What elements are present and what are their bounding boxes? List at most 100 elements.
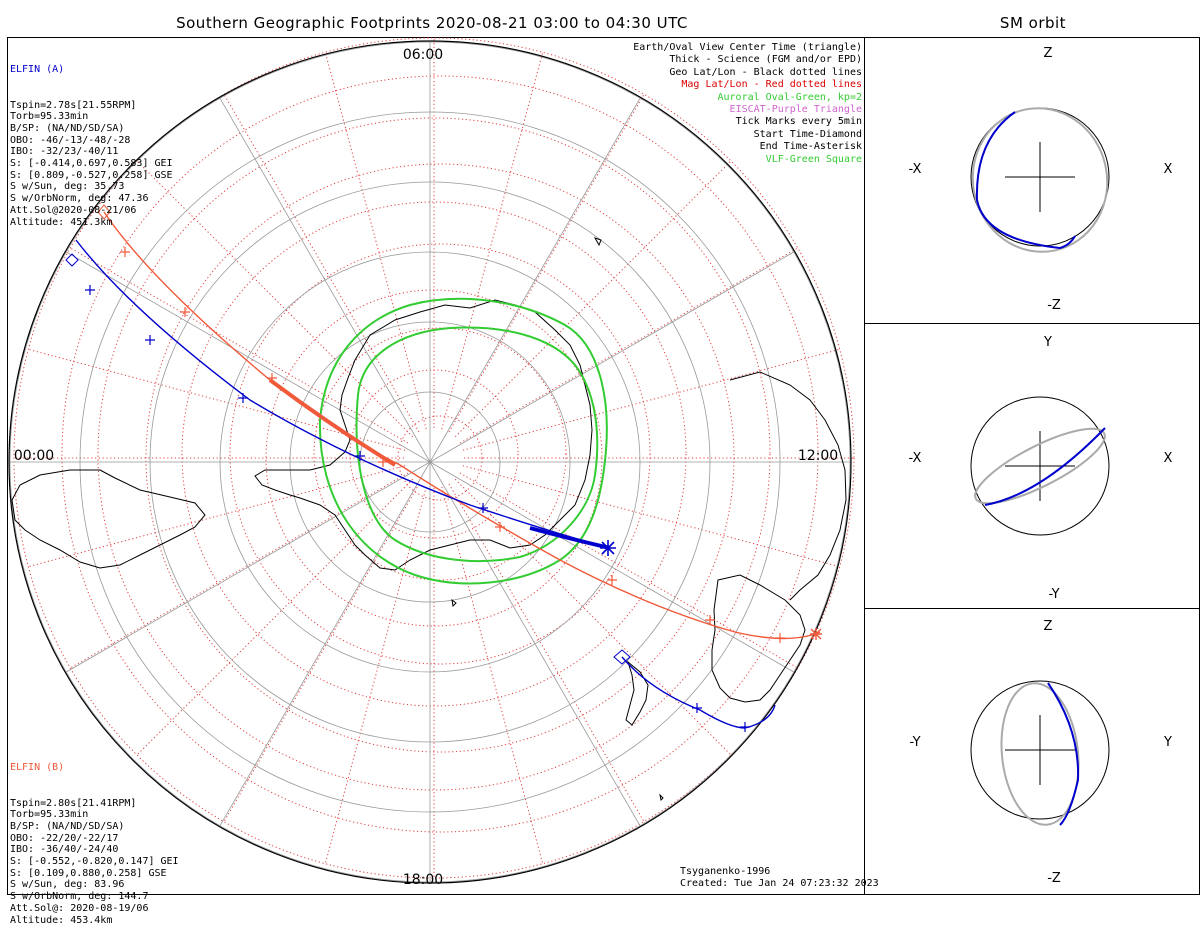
elfin-a-info-line: S: [-0.414,0.697,0.583] GEI (10, 158, 173, 170)
elfin-a-track-2 (621, 656, 776, 729)
mag-lat-circle (313, 327, 567, 581)
elfin-b-info-line: Altitude: 453.4km (10, 914, 113, 926)
elfin-a-end-asterisk (600, 540, 616, 556)
geo-lon-line (429, 461, 794, 673)
elfin-a-info-line: S w/OrbNorm, deg: 47.36 (10, 193, 149, 205)
created-credit: Created: Tue Jan 24 07:23:32 2023 (680, 878, 879, 889)
elfin-a-info-line: IBO: -32/23/-40/11 (10, 146, 119, 158)
mag-lon-line (441, 52, 544, 430)
map-label-00: 00:00 (14, 448, 54, 464)
elfin-a-science (529, 526, 611, 550)
track-tick-mark (740, 722, 750, 732)
elfin-a-start-diamond (65, 253, 79, 267)
orbit-trace-grey (1000, 682, 1080, 826)
track-tick-mark (120, 247, 130, 257)
mag-lon-line (459, 472, 798, 669)
legend-item: End Time-Asterisk (759, 141, 862, 153)
elfin-b-info-line: OBO: -22/20/-22/17 (10, 832, 119, 844)
elfin-b-start-diamond (97, 204, 111, 220)
track-tick-mark (267, 373, 277, 383)
legend-item: Auroral Oval-Green, kp=2 (717, 91, 863, 103)
geo-lon-line (429, 98, 641, 463)
map-label-18: 18:00 (403, 872, 443, 888)
elfin-b-info-line: Tspin=2.80s[21.41RPM] (10, 797, 137, 809)
track-tick-mark (692, 703, 702, 713)
mag-lat-circle (61, 75, 819, 833)
orbit-axis-label-left: -X (909, 451, 922, 466)
orbit-trace-a (975, 111, 1076, 250)
mag-lon-line (448, 94, 645, 433)
mag-lon-line (70, 472, 409, 669)
track-tick-mark (775, 633, 785, 643)
orbit-axis-label-right: X (1164, 451, 1173, 466)
orbit-axis-label-right: X (1164, 162, 1173, 177)
elfin-a-info-line: Tspin=2.78s[21.55RPM] (10, 99, 137, 111)
mag-lon-line (70, 247, 409, 444)
elfin-b-info-line: IBO: -36/40/-24/40 (10, 844, 119, 856)
mag-lon-line (462, 465, 840, 568)
new-zealand-outline (625, 660, 649, 726)
satellite-tracks (75, 211, 821, 729)
mag-lon-line (324, 486, 427, 864)
legend-item: Geo Lat/Lon - Black dotted lines (669, 66, 862, 78)
africa-outline (729, 371, 847, 601)
track-tick-mark (355, 451, 365, 461)
australia-outline (711, 574, 806, 703)
elfin-a-info-line: OBO: -46/-13/-48/-28 (10, 134, 131, 146)
elfin-b-info-line: Torb=95.33min (10, 809, 89, 821)
elfin-b-info-line: S: [0.109,0.880,0.258] GSE (10, 867, 167, 879)
mag-lon-line (324, 52, 427, 430)
elfin-b-track (103, 211, 821, 640)
map-label-12: 12:00 (798, 448, 838, 464)
orbit-panels: Z -Z -X X Y -Y -X X Z -Z -Y Y (909, 46, 1173, 886)
mag-lon-line (441, 486, 544, 864)
main-title: Southern Geographic Footprints 2020-08-2… (176, 14, 688, 32)
mag-lat-circle (397, 415, 483, 501)
island-2 (451, 598, 457, 608)
auroral-oval-inner (355, 326, 599, 563)
orbit-axis-label-bottom: -Y (1048, 587, 1059, 602)
geo-lon-line (429, 461, 641, 826)
mag-lon-line (136, 160, 414, 438)
orbit-axis-label-right: Y (1163, 735, 1172, 750)
track-tick-mark (495, 522, 505, 532)
elfin-a-track (75, 239, 611, 549)
elfin-a-info-line: S w/Sun, deg: 35.73 (10, 181, 125, 193)
mag-lat-circle (229, 243, 651, 665)
elfin-a-info-line: Torb=95.33min (10, 111, 89, 123)
legend-item: EISCAT-Purple Triangle (729, 104, 862, 116)
orbit-trace-a (984, 427, 1106, 506)
orbit-axis-label-bottom: -Z (1047, 298, 1061, 313)
mag-lon-line (448, 483, 645, 822)
mag-lat-circle (97, 117, 771, 791)
elfin-a-start-diamond-2 (613, 649, 631, 665)
island-3 (659, 793, 664, 802)
elfin-b-info-line: S w/OrbNorm, deg: 144.7 (10, 891, 149, 903)
track-tick-mark (607, 575, 617, 585)
mag-lon-line (459, 247, 798, 444)
legend-item: Earth/Oval View Center Time (triangle) (633, 42, 862, 53)
mag-lon-line (462, 348, 840, 451)
legend-item: Mag Lat/Lon - Red dotted lines (681, 79, 862, 91)
orbit-axis-label-left: -Y (909, 735, 920, 750)
orbit-title: SM orbit (999, 14, 1067, 32)
map-grid (8, 37, 855, 884)
orbit-axis-label-left: -X (909, 162, 922, 177)
mag-lon-line (28, 465, 406, 568)
elfin-a-info: ELFIN (A) Tspin=2.78s[21.55RPM] Torb=95.3… (10, 41, 173, 240)
elfin-b-info: ELFIN (B) Tspin=2.80s[21.41RPM] Torb=95.3… (10, 739, 179, 938)
orbit-axis-label-top: Z (1044, 46, 1053, 61)
mag-lon-line (454, 160, 732, 438)
elfin-b-science (268, 378, 397, 467)
mag-lon-line (223, 483, 420, 822)
map-label-06: 06:00 (403, 47, 443, 63)
antarctica-outline (254, 299, 593, 571)
geo-lon-line (429, 251, 794, 463)
elfin-a-info-line: S: [0.809,-0.527,0.258] GSE (10, 169, 173, 181)
track-tick-mark (478, 503, 488, 513)
legend-item: VLF-Green Square (765, 153, 862, 165)
mag-lon-line (223, 94, 420, 433)
track-tick-mark (180, 307, 190, 317)
orbit-trace-a (1047, 682, 1080, 826)
earth-circle (970, 396, 1110, 536)
